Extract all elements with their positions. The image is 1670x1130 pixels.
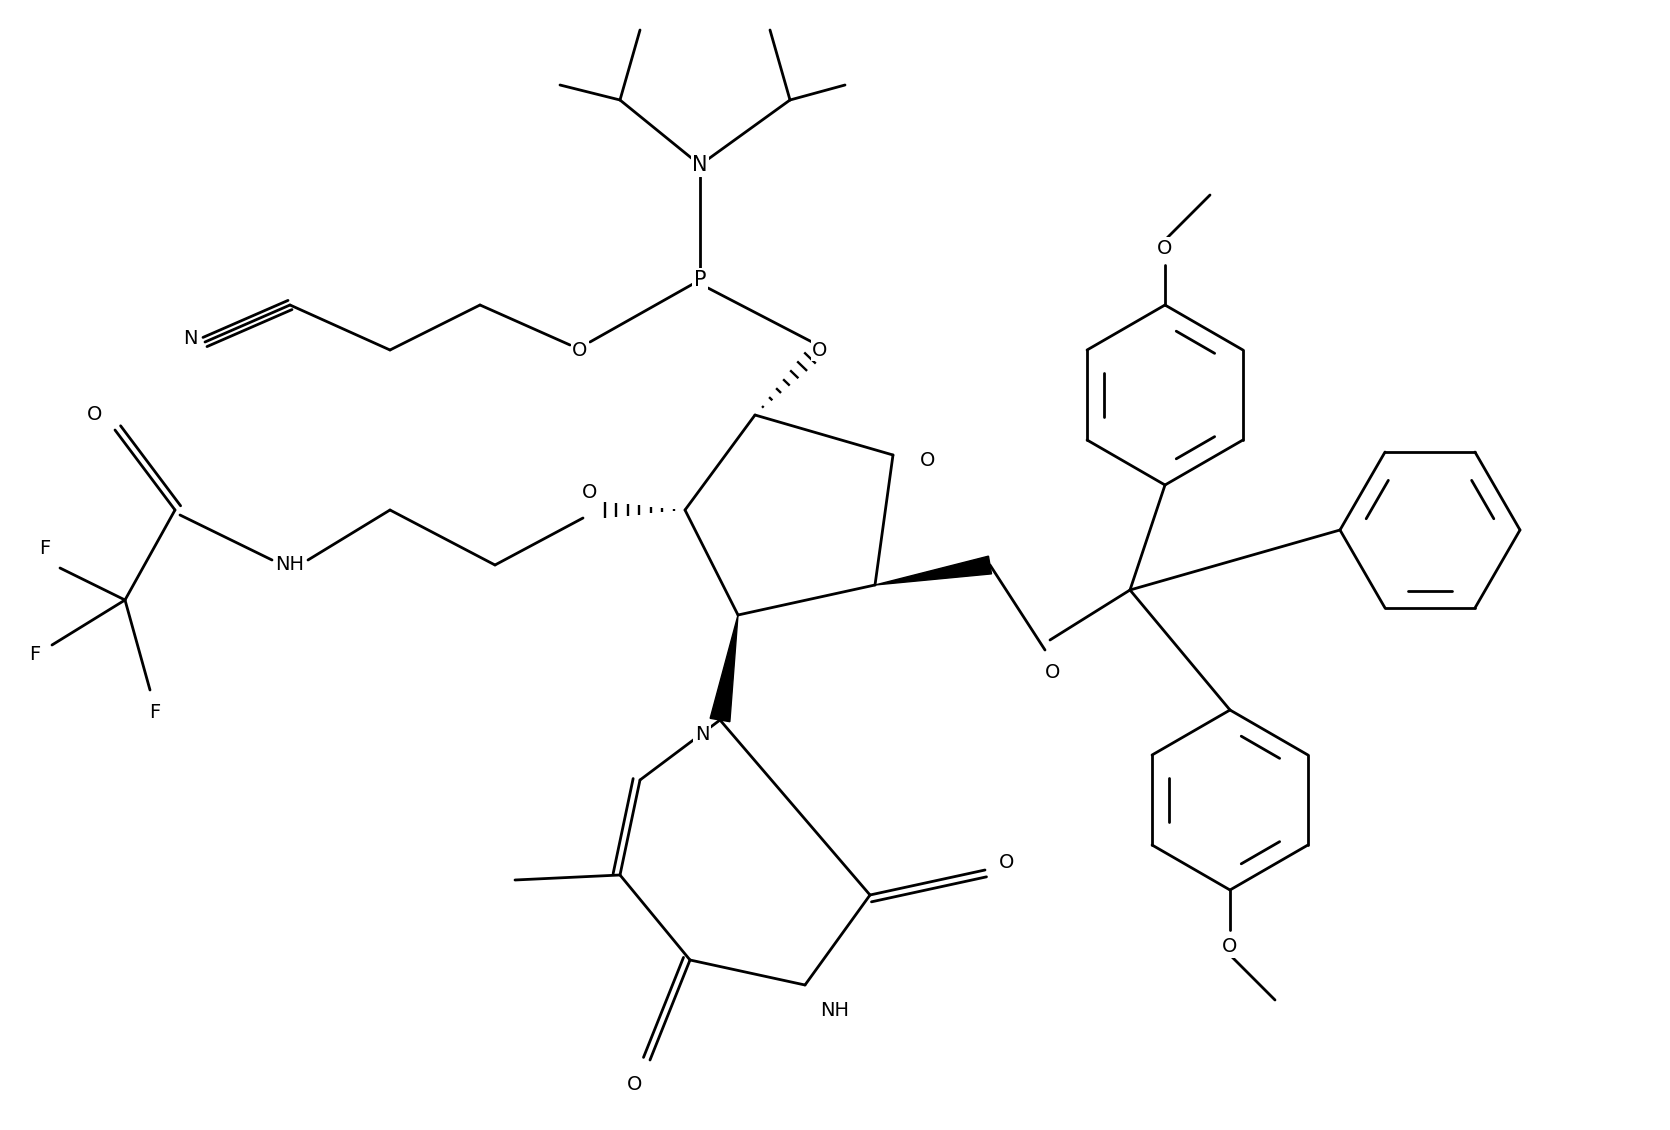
Text: O: O (1045, 662, 1060, 681)
Text: O: O (628, 1076, 643, 1095)
Text: N: N (693, 155, 708, 175)
Text: O: O (573, 340, 588, 359)
Text: F: F (30, 645, 40, 664)
Text: F: F (40, 539, 50, 557)
Text: O: O (1222, 938, 1237, 956)
Text: F: F (149, 703, 160, 721)
Polygon shape (875, 556, 992, 585)
Text: O: O (1157, 238, 1172, 258)
Text: N: N (182, 329, 197, 348)
Text: O: O (920, 451, 935, 469)
Text: NH: NH (276, 556, 304, 574)
Text: NH: NH (820, 1000, 850, 1019)
Text: O: O (812, 340, 828, 359)
Text: O: O (87, 406, 102, 425)
Text: O: O (999, 852, 1015, 871)
Text: N: N (695, 725, 710, 745)
Polygon shape (710, 615, 738, 722)
Text: O: O (583, 483, 598, 502)
Text: P: P (693, 270, 706, 290)
